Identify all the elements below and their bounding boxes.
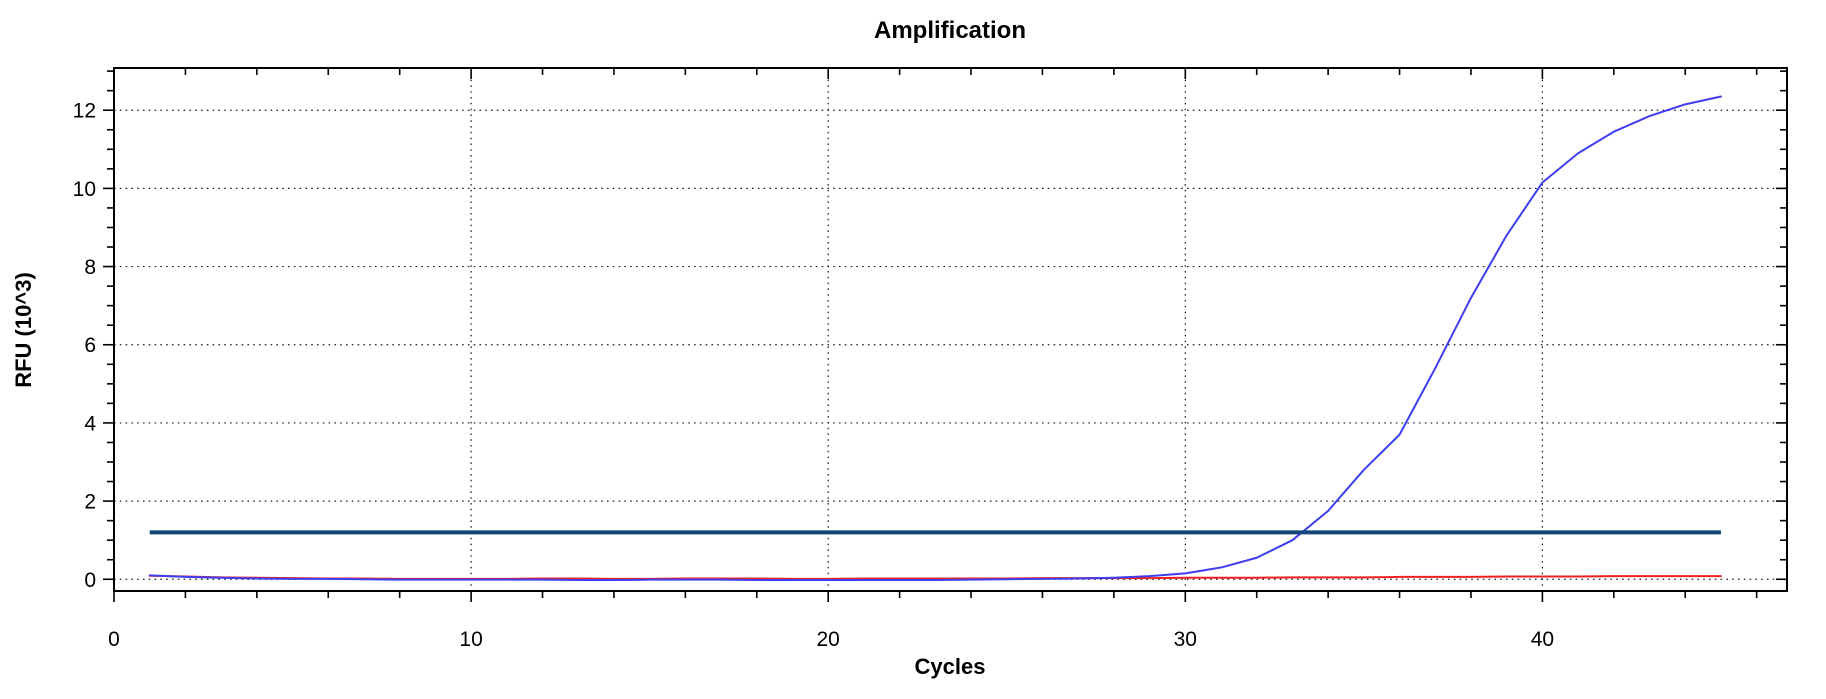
y-tick-label: 8 — [84, 256, 96, 279]
y-tick-label: 12 — [73, 100, 96, 123]
x-tick-label: 0 — [108, 628, 120, 651]
baseline-trace — [148, 574, 1722, 580]
x-tick-label: 20 — [817, 628, 840, 651]
y-tick-label: 6 — [84, 334, 96, 357]
x-tick-label: 10 — [459, 628, 482, 651]
x-tick-label: 30 — [1174, 628, 1197, 651]
x-tick-label: 40 — [1531, 628, 1554, 651]
y-tick-label: 2 — [84, 491, 96, 514]
y-tick-label: 0 — [84, 569, 96, 592]
plot-border — [113, 67, 1788, 592]
chart-title: Amplification — [874, 17, 1026, 44]
plot-generated: 0 10 20 30 40 0 2 4 6 8 10 12 — [73, 67, 1788, 651]
x-axis-label: Cycles — [915, 654, 986, 679]
y-tick-label: 10 — [73, 178, 96, 201]
y-tick-label: 4 — [84, 412, 96, 435]
y-axis-label: RFU (10^3) — [11, 272, 36, 388]
amplification-trace — [148, 95, 1722, 582]
